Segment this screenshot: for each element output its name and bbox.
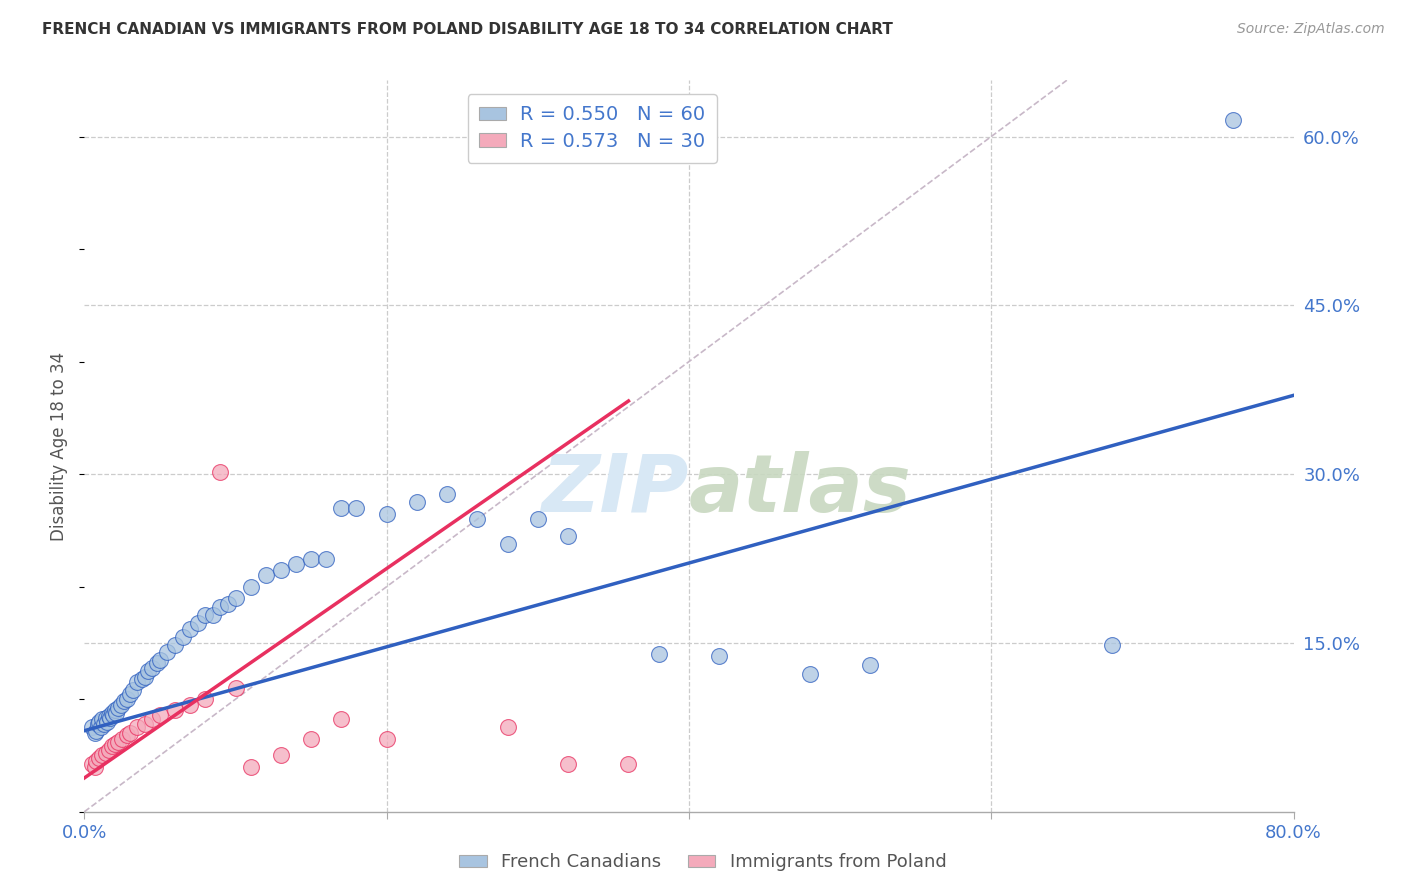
Point [131, 672, 153, 686]
Legend: R = 0.550   N = 60, R = 0.573   N = 30: R = 0.550 N = 60, R = 0.573 N = 30 [468, 94, 717, 162]
Point [496, 537, 519, 551]
Point [127, 720, 149, 734]
Point [201, 607, 224, 622]
Text: FRENCH CANADIAN VS IMMIGRANTS FROM POLAND DISABILITY AGE 18 TO 34 CORRELATION CH: FRENCH CANADIAN VS IMMIGRANTS FROM POLAN… [42, 22, 893, 37]
Point [527, 512, 550, 526]
Point [709, 649, 731, 664]
Point [299, 731, 322, 746]
Point [89, 714, 111, 729]
Point [557, 529, 579, 543]
Point [557, 757, 579, 772]
Point [496, 720, 519, 734]
Point [239, 760, 262, 774]
Point [149, 653, 172, 667]
Point [115, 728, 138, 742]
Point [156, 645, 179, 659]
Point [97, 709, 120, 723]
Point [136, 664, 159, 678]
Point [87, 717, 110, 731]
Point [115, 692, 138, 706]
Point [134, 717, 156, 731]
Point [97, 743, 120, 757]
Point [859, 658, 882, 673]
Point [406, 495, 429, 509]
Point [93, 717, 115, 731]
Point [111, 731, 134, 746]
Point [107, 735, 129, 749]
Point [112, 694, 135, 708]
Point [96, 714, 118, 729]
Point [187, 615, 209, 630]
Point [80, 757, 103, 772]
Point [84, 760, 107, 774]
Point [209, 599, 232, 614]
Point [127, 675, 149, 690]
Point [94, 746, 117, 760]
Point [179, 623, 201, 637]
Point [194, 692, 217, 706]
Point [225, 591, 247, 605]
Point [270, 563, 292, 577]
Point [104, 703, 127, 717]
Point [134, 670, 156, 684]
Point [375, 731, 398, 746]
Point [80, 720, 103, 734]
Point [118, 687, 141, 701]
Point [346, 500, 368, 515]
Point [104, 737, 127, 751]
Point [90, 720, 112, 734]
Point [107, 701, 129, 715]
Point [146, 656, 169, 670]
Point [1101, 638, 1123, 652]
Point [100, 706, 122, 720]
Point [165, 638, 187, 652]
Point [239, 580, 262, 594]
Point [141, 661, 163, 675]
Point [149, 708, 172, 723]
Point [299, 551, 322, 566]
Y-axis label: Disability Age 18 to 34: Disability Age 18 to 34 [51, 351, 69, 541]
Point [285, 557, 308, 571]
Point [165, 703, 187, 717]
Point [254, 568, 277, 582]
Point [799, 667, 821, 681]
Point [1222, 112, 1244, 127]
Point [217, 597, 239, 611]
Point [91, 713, 114, 727]
Legend: French Canadians, Immigrants from Poland: French Canadians, Immigrants from Poland [453, 847, 953, 879]
Point [94, 711, 117, 725]
Point [617, 757, 640, 772]
Point [172, 630, 194, 644]
Point [315, 551, 337, 566]
Point [648, 647, 671, 661]
Point [105, 706, 128, 720]
Point [330, 500, 353, 515]
Point [141, 713, 163, 727]
Point [84, 726, 107, 740]
Text: Source: ZipAtlas.com: Source: ZipAtlas.com [1237, 22, 1385, 37]
Point [118, 726, 141, 740]
Point [89, 750, 111, 764]
Point [209, 465, 232, 479]
Point [121, 683, 143, 698]
Text: ZIP: ZIP [541, 450, 689, 529]
Point [179, 698, 201, 712]
Point [194, 607, 217, 622]
Point [101, 708, 124, 723]
Point [100, 739, 122, 754]
Point [270, 748, 292, 763]
Point [225, 681, 247, 695]
Point [436, 487, 458, 501]
Point [91, 748, 114, 763]
Point [375, 507, 398, 521]
Point [330, 713, 353, 727]
Text: atlas: atlas [689, 450, 911, 529]
Point [467, 512, 489, 526]
Point [110, 698, 132, 712]
Point [86, 723, 108, 738]
Point [98, 711, 121, 725]
Point [86, 754, 108, 768]
